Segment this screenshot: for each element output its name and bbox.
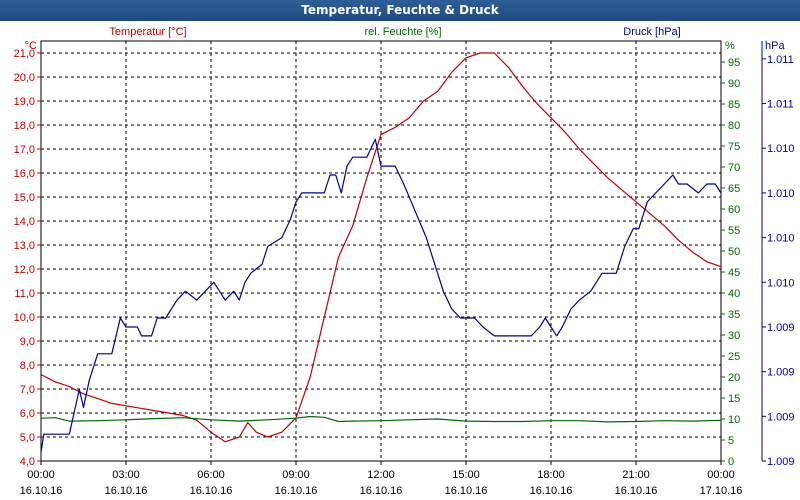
humidity-tick-label: 20 (728, 372, 740, 384)
x-tick-time: 09:00 (282, 469, 310, 481)
temperature-tick-label: 19,0 (14, 96, 35, 108)
temperature-tick-label: 8,0 (20, 360, 35, 372)
humidity-tick-label: 80 (728, 120, 740, 132)
pressure-tick-label: 1.010 (767, 188, 795, 200)
humidity-tick-label: 85 (728, 99, 740, 111)
x-tick-date: 16.10.16 (105, 485, 148, 497)
x-tick-date: 16.10.16 (20, 485, 63, 497)
temperature-tick-label: 6,0 (20, 408, 35, 420)
x-tick-date: 16.10.16 (615, 485, 658, 497)
x-tick-time: 18:00 (537, 469, 565, 481)
humidity-tick-label: 0 (728, 456, 734, 468)
temperature-series-label: Temperatur [°C] (109, 26, 186, 38)
humidity-tick-label: 90 (728, 78, 740, 90)
x-tick-date: 16.10.16 (360, 485, 403, 497)
x-tick-time: 00:00 (27, 469, 55, 481)
pressure-tick-label: 1.010 (767, 143, 795, 155)
pressure-series-line (40, 138, 722, 453)
pressure-tick-label: 1.009 (767, 367, 795, 379)
x-tick-date: 16.10.16 (275, 485, 318, 497)
x-tick-time: 15:00 (452, 469, 480, 481)
humidity-tick-label: 35 (728, 309, 740, 321)
humidity-tick-label: 40 (728, 288, 740, 300)
humidity-tick-label: 55 (728, 225, 740, 237)
x-tick-date: 16.10.16 (445, 485, 488, 497)
humidity-series-line (40, 415, 722, 423)
humidity-tick-label: 25 (728, 351, 740, 363)
temperature-tick-label: 20,0 (14, 72, 35, 84)
humidity-tick-label: 45 (728, 267, 740, 279)
temperature-tick-label: 4,0 (20, 456, 35, 468)
temperature-tick-label: 14,0 (14, 216, 35, 228)
humidity-tick-label: 60 (728, 204, 740, 216)
x-tick-time: 12:00 (367, 469, 395, 481)
x-tick-time: 00:00 (707, 469, 735, 481)
temperature-series-line (40, 52, 722, 443)
temperature-tick-label: 5,0 (20, 432, 35, 444)
humidity-tick-label: 95 (728, 57, 740, 69)
temperature-unit-label: °C (25, 40, 37, 52)
x-tick-time: 06:00 (197, 469, 225, 481)
series-lines (40, 52, 722, 453)
window-title: Temperatur, Feuchte & Druck (0, 0, 800, 21)
x-tick-time: 03:00 (112, 469, 140, 481)
x-tick-date: 16.10.16 (530, 485, 573, 497)
pressure-tick-label: 1.010 (767, 277, 795, 289)
humidity-tick-label: 50 (728, 246, 740, 258)
humidity-unit-label: % (725, 40, 735, 52)
pressure-tick-label: 1.010 (767, 233, 795, 245)
humidity-tick-label: 75 (728, 141, 740, 153)
temperature-tick-label: 13,0 (14, 240, 35, 252)
axis-labels: 00:00 16.10.16 03:00 16.10.16 06:00 16.10.16 0… (14, 26, 795, 497)
temperature-tick-label: 11,0 (14, 288, 35, 300)
humidity-tick-label: 15 (728, 393, 740, 405)
grid-lines (41, 41, 721, 461)
pressure-tick-label: 1.011 (767, 99, 794, 111)
pressure-tick-label: 1.009 (767, 322, 795, 334)
temperature-tick-label: 18,0 (14, 120, 35, 132)
temperature-tick-label: 15,0 (14, 192, 35, 204)
temperature-tick-label: 9,0 (20, 336, 35, 348)
pressure-series-label: Druck [hPa] (623, 26, 680, 38)
humidity-tick-label: 30 (728, 330, 740, 342)
temperature-tick-label: 21,0 (14, 48, 35, 60)
temperature-tick-label: 10,0 (14, 312, 35, 324)
humidity-tick-label: 65 (728, 183, 740, 195)
temperature-tick-label: 17,0 (14, 144, 35, 156)
pressure-tick-label: 1.009 (767, 456, 795, 468)
temperature-tick-label: 7,0 (20, 384, 35, 396)
pressure-unit-label: hPa (765, 40, 785, 52)
temperature-tick-label: 16,0 (14, 168, 35, 180)
pressure-tick-label: 1.009 (767, 411, 795, 423)
humidity-tick-label: 10 (728, 414, 740, 426)
temperature-tick-label: 12,0 (14, 264, 35, 276)
x-tick-date: 17.10.16 (700, 485, 743, 497)
pressure-tick-label: 1.011 (767, 54, 794, 66)
humidity-tick-label: 70 (728, 162, 740, 174)
humidity-series-label: rel. Feuchte [%] (364, 26, 441, 38)
humidity-tick-label: 5 (728, 435, 734, 447)
x-tick-time: 21:00 (622, 469, 650, 481)
x-tick-date: 16.10.16 (190, 485, 233, 497)
